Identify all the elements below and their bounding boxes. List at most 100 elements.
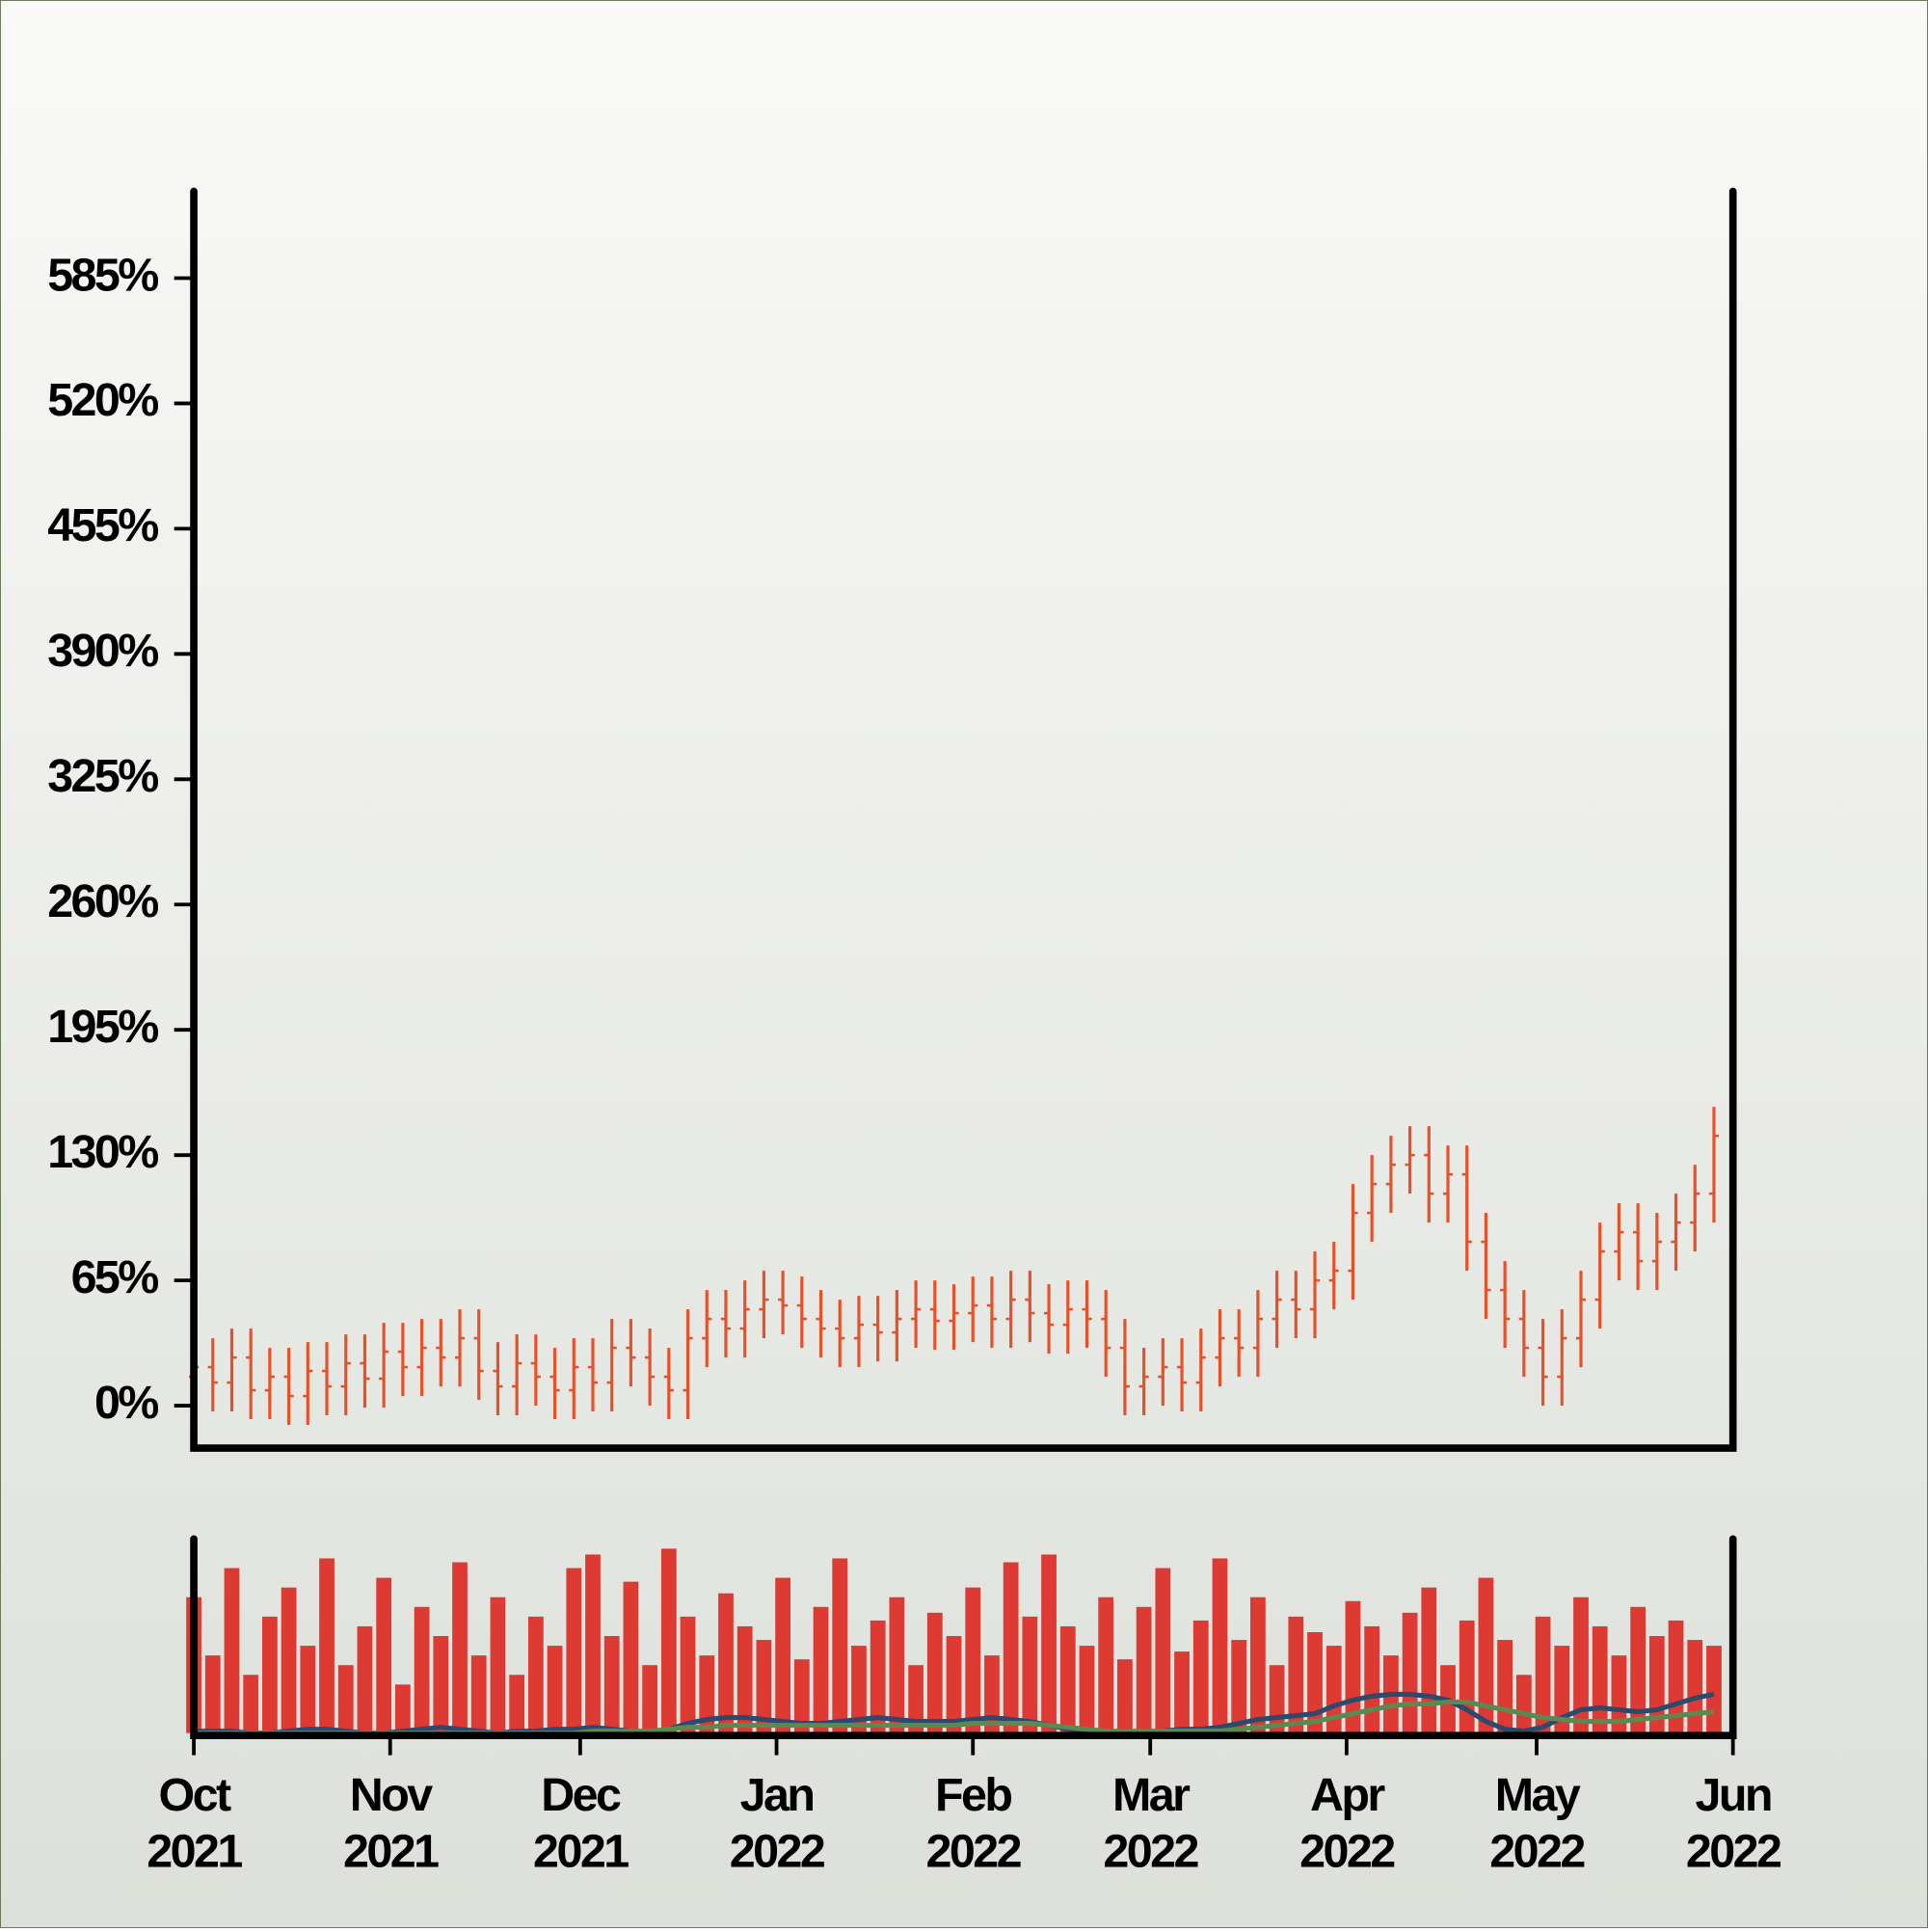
volume-bar [832, 1558, 848, 1733]
volume-bar [337, 1665, 354, 1733]
volume-bar [642, 1665, 658, 1733]
x-tick-label: Jun 2022 [1685, 1769, 1782, 1879]
x-tick-label-box: Jan 2022 [729, 1769, 826, 1879]
y-tick-label: 260% [47, 875, 158, 927]
volume-bar [224, 1568, 240, 1733]
volume-bar [1497, 1640, 1513, 1733]
x-tick-label: Oct 2021 [147, 1769, 243, 1879]
volume-bar [1515, 1675, 1532, 1733]
x-tick-label-box: Dec 2021 [533, 1769, 629, 1879]
volume-bar [1231, 1640, 1247, 1733]
x-tick-label: Mar 2022 [1103, 1769, 1199, 1879]
volume-bar [1611, 1655, 1627, 1733]
volume-bar [1364, 1625, 1380, 1733]
x-tick-label-box: Nov 2021 [342, 1769, 440, 1879]
volume-bar [1592, 1625, 1608, 1733]
volume-bar [1079, 1646, 1095, 1733]
volume-bar [1554, 1646, 1570, 1733]
volume-bar [547, 1646, 563, 1733]
volume-bar [490, 1597, 506, 1733]
x-tick-label: Dec 2021 [533, 1769, 629, 1879]
volume-bar [1307, 1631, 1323, 1733]
volume-bar [414, 1606, 430, 1733]
volume-bar [527, 1616, 544, 1733]
volume-bar [603, 1636, 620, 1733]
y-tick-label: 520% [47, 374, 158, 426]
axis-frame [190, 187, 1737, 1452]
volume-bar [1098, 1597, 1114, 1733]
volume-bar [585, 1554, 601, 1733]
y-tick-label: 390% [47, 625, 158, 677]
volume-bar [1155, 1568, 1171, 1733]
volume-bar [281, 1587, 297, 1733]
volume-bar [319, 1558, 335, 1733]
volume-bar [452, 1562, 468, 1733]
x-tick-label: Jan 2022 [729, 1769, 826, 1879]
volume-bar [1041, 1554, 1057, 1733]
volume-bar [623, 1581, 639, 1733]
y-tick-label: 130% [47, 1126, 158, 1178]
volume-bar [1402, 1612, 1418, 1733]
volume-bar [889, 1597, 905, 1733]
volume-bar [699, 1655, 715, 1733]
volume-bar [1288, 1616, 1304, 1733]
volume-bar [262, 1616, 278, 1733]
volume-bar [1687, 1640, 1703, 1733]
volume-bar [243, 1675, 259, 1733]
volume-bar [470, 1655, 487, 1733]
volume-bar [965, 1587, 981, 1733]
x-tick-label: Nov 2021 [342, 1769, 440, 1879]
y-tick-label: 585% [47, 249, 158, 301]
x-tick-label-box: Feb 2022 [925, 1769, 1022, 1879]
volume-bar [870, 1620, 886, 1733]
x-tick-label: Feb 2022 [925, 1769, 1022, 1879]
y-tick-label: 325% [47, 750, 158, 802]
volume-bar [1192, 1620, 1209, 1733]
volume-bar [1478, 1577, 1494, 1733]
x-tick-label: May 2022 [1489, 1769, 1586, 1879]
volume-bar [1535, 1616, 1551, 1733]
volume-bar [1212, 1558, 1228, 1733]
volume-bar [1117, 1659, 1133, 1733]
volume-bar [1022, 1616, 1038, 1733]
volume-bar [851, 1646, 867, 1733]
volume-bar [1059, 1625, 1076, 1733]
volume-bar [756, 1640, 772, 1733]
x-tick-label-box: May 2022 [1489, 1769, 1586, 1879]
y-tick-label: 0% [94, 1377, 158, 1429]
volume-bar [1706, 1646, 1722, 1733]
volume-bar [680, 1616, 696, 1733]
y-tick-label: 195% [47, 1001, 158, 1053]
volume-bar [1326, 1646, 1342, 1733]
volume-bar [1421, 1587, 1437, 1733]
volume-bar [300, 1646, 316, 1733]
volume-bar [775, 1577, 790, 1733]
volume-bar [1174, 1651, 1190, 1733]
volume-bar [1573, 1597, 1589, 1733]
volume-bar [357, 1625, 373, 1733]
volume-bar [394, 1684, 411, 1733]
volume-bar [908, 1665, 924, 1733]
volume-bar [926, 1612, 943, 1733]
x-tick-label-box: Oct 2021 [147, 1769, 243, 1879]
volume-bar [1003, 1562, 1019, 1733]
volume-bar [1630, 1606, 1646, 1733]
volume-bar [813, 1606, 829, 1733]
volume-bar [1250, 1597, 1266, 1733]
volume-bar [1459, 1620, 1475, 1733]
volume-bar [984, 1655, 1000, 1733]
volume-bar [718, 1593, 734, 1733]
volume-bar [433, 1636, 449, 1733]
volume-bar [946, 1636, 962, 1733]
y-tick-label: 455% [47, 499, 158, 551]
x-tick-label-box: Mar 2022 [1103, 1769, 1199, 1879]
x-tick-label-box: Jun 2022 [1685, 1769, 1782, 1879]
axis-frame [190, 1535, 1737, 1740]
volume-bar [1136, 1606, 1152, 1733]
volume-bar [736, 1625, 753, 1733]
volume-bar [793, 1659, 810, 1733]
volume-bar [566, 1568, 582, 1733]
x-tick-label: Apr 2022 [1299, 1769, 1396, 1879]
